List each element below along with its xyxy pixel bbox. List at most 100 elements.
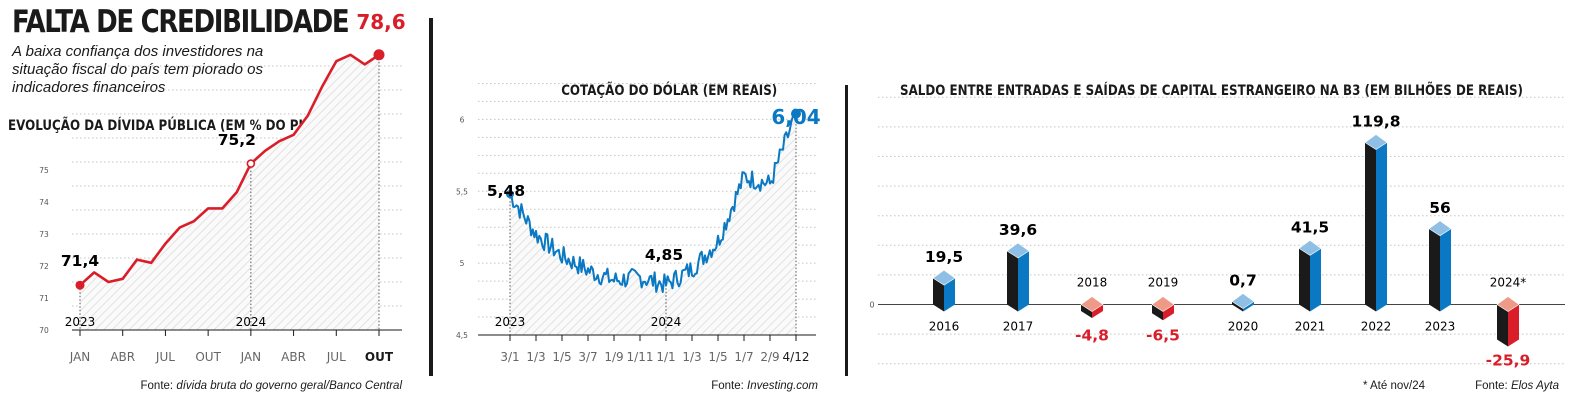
dollar-area-fill (510, 109, 796, 336)
capital-year-label: 2023 (1425, 320, 1456, 334)
capital-footnote: * Até nov/24 (1362, 380, 1425, 392)
capital-value-label: 41,5 (1291, 218, 1329, 236)
debt-xtick-label: JUL (326, 350, 346, 364)
dollar-start-marker (506, 190, 514, 199)
capital-value-label: -25,9 (1486, 352, 1531, 370)
capital-bar-top-face (1364, 134, 1388, 150)
debt-xtick-label: JUL (155, 350, 175, 364)
capital-value-label: 56 (1429, 199, 1451, 217)
debt-ytick-label: 75 (39, 166, 49, 175)
capital-value-label: 19,5 (925, 248, 963, 266)
capital-bar-top-face (1151, 296, 1175, 312)
dollar-xtick-label: 1/9 (604, 350, 623, 364)
capital-bar-right-face (1440, 228, 1451, 312)
capital-bar-top-face (1496, 296, 1520, 312)
dollar-xtick-label: 4/12 (783, 350, 810, 364)
capital-zero-label: 0 (869, 301, 874, 310)
capital-bar-top-face (1080, 296, 1104, 312)
debt-start-marker (75, 280, 85, 290)
capital-year-label: 2016 (929, 320, 960, 334)
capital-bar-right-face (1092, 304, 1103, 318)
dollar-xtick-label: 1/7 (734, 350, 753, 364)
dollar-year-label: 2024 (651, 315, 682, 329)
capital-bar-left-face (1429, 228, 1440, 312)
panel-divider-1 (429, 18, 433, 376)
capital-bar-top-face (1231, 293, 1255, 309)
dollar-xtick-label: 3/7 (578, 350, 597, 364)
capital-year-label: 2021 (1295, 320, 1326, 334)
capital-year-label: 2017 (1003, 320, 1034, 334)
dollar-xtick-label: 1/3 (682, 350, 701, 364)
capital-bar-left-face (1365, 142, 1376, 312)
dollar-mid-value-label: 4,85 (645, 246, 683, 264)
dollar-xtick-label: 2/9 (760, 350, 779, 364)
capital-bar-left-face (1081, 304, 1092, 318)
capital-year-label: 2024* (1490, 276, 1527, 290)
debt-end-value-label: 78,6 (356, 10, 405, 34)
dollar-end-value-label: 6,04 (771, 105, 820, 129)
capital-value-label: 0,7 (1229, 272, 1256, 290)
capital-bar-right-face (1508, 304, 1519, 347)
debt-start-value-label: 71,4 (61, 252, 99, 270)
capital-bar-right-face (1310, 248, 1321, 312)
dollar-series-line (509, 108, 797, 294)
dollar-end-marker (791, 108, 801, 119)
capital-bar-left-face (1007, 250, 1018, 312)
debt-ytick-label: 70 (39, 326, 49, 335)
page-subtitle: A baixa confiança dos investidores na si… (12, 43, 264, 96)
debt-ytick-label: 74 (39, 198, 49, 207)
debt-area-fill (80, 54, 379, 331)
capital-year-label: 2020 (1228, 320, 1259, 334)
debt-series-line (79, 53, 380, 287)
debt-ytick-label: 73 (39, 230, 49, 239)
dollar-xtick-label: 1/3 (526, 350, 545, 364)
capital-year-label: 2019 (1148, 276, 1179, 290)
dollar-xtick-label: 1/5 (552, 350, 571, 364)
dollar-ytick-label: 4,5 (456, 331, 468, 340)
capital-bar-top-face (1006, 242, 1030, 259)
debt-xtick-label: JAN (240, 350, 262, 364)
capital-value-label: 39,6 (999, 221, 1037, 239)
capital-year-label: 2018 (1077, 276, 1108, 290)
capital-bar-left-face (1497, 304, 1508, 347)
dollar-xtick-label: 1/1 (656, 350, 675, 364)
debt-xtick-label: ABR (281, 350, 306, 364)
debt-xtick-label: ABR (110, 350, 135, 364)
page-title: FALTA DE CREDIBILIDADE (12, 4, 350, 40)
capital-year-label: 2022 (1361, 320, 1392, 334)
debt-mid-value-label: 75,2 (218, 131, 256, 149)
capital-bar-top-face (1428, 220, 1452, 237)
capital-value-label: 119,8 (1351, 113, 1400, 131)
dollar-xtick-label: 1/5 (708, 350, 727, 364)
capital-bar-top-face (932, 269, 956, 286)
dollar-ytick-label: 5,5 (456, 187, 468, 196)
capital-bar-right-face (1018, 250, 1029, 312)
capital-bar-left-face (1232, 301, 1243, 312)
panel-divider-2 (845, 85, 848, 376)
capital-bar-right-face (1376, 142, 1387, 312)
dollar-start-value-label: 5,48 (487, 182, 525, 200)
capital-bar-right-face (1243, 301, 1254, 312)
debt-mid-marker (246, 159, 256, 168)
debt-year-label: 2023 (65, 315, 96, 329)
capital-source: Fonte: Elos Ayta (1475, 380, 1559, 392)
capital-value-label: -4,8 (1075, 327, 1109, 345)
capital-bar-right-face (1163, 304, 1174, 321)
dollar-xtick-label: 3/1 (500, 350, 519, 364)
debt-ytick-label: 72 (39, 262, 49, 271)
capital-bar-left-face (1152, 304, 1163, 321)
debt-xtick-label: JAN (69, 350, 91, 364)
dollar-ytick-label: 6 (460, 115, 465, 124)
capital-bar-right-face (944, 278, 955, 312)
dollar-year-label: 2023 (495, 315, 526, 329)
debt-xtick-label: OUT (365, 350, 394, 364)
dollar-xtick-label: 1/11 (627, 350, 654, 364)
debt-source: Fonte: dívida bruta do governo geral/Ban… (140, 380, 402, 392)
debt-xtick-label: OUT (195, 350, 221, 364)
debt-end-marker (373, 49, 385, 61)
capital-value-label: -6,5 (1146, 327, 1180, 345)
dollar-source: Fonte: Investing.com (711, 380, 818, 392)
capital-bar-left-face (1299, 248, 1310, 312)
capital-bar-top-face (1298, 240, 1322, 256)
